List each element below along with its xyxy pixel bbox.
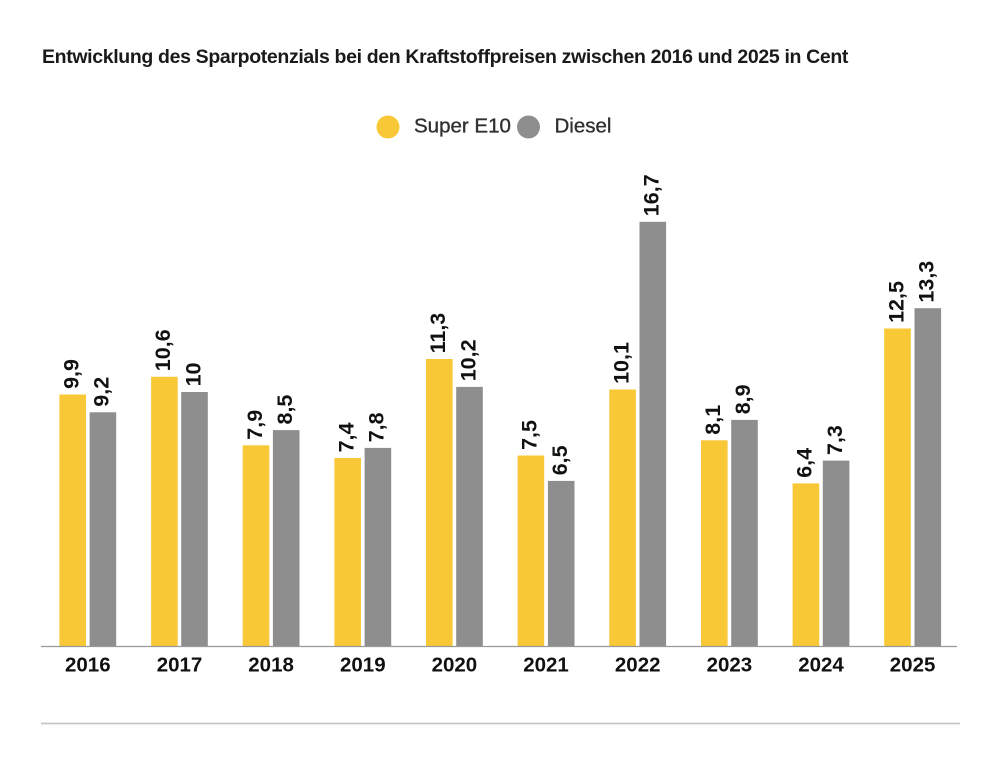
svg-text:2017: 2017 — [157, 654, 203, 677]
svg-text:7,8: 7,8 — [365, 412, 389, 442]
svg-text:10,1: 10,1 — [609, 342, 633, 384]
svg-text:9,2: 9,2 — [90, 377, 114, 407]
svg-text:2019: 2019 — [340, 654, 386, 677]
svg-text:8,5: 8,5 — [273, 395, 297, 425]
svg-text:2022: 2022 — [615, 654, 661, 677]
svg-text:7,5: 7,5 — [518, 420, 542, 450]
svg-text:8,1: 8,1 — [701, 405, 725, 435]
svg-text:10,6: 10,6 — [151, 329, 175, 371]
svg-text:16,7: 16,7 — [640, 174, 664, 216]
svg-text:2021: 2021 — [523, 654, 569, 677]
svg-text:7,3: 7,3 — [823, 425, 847, 455]
svg-text:13,3: 13,3 — [915, 261, 939, 303]
svg-text:7,4: 7,4 — [335, 422, 359, 452]
svg-text:9,9: 9,9 — [60, 359, 84, 389]
svg-text:Entwicklung des Sparpotenzials: Entwicklung des Sparpotenzials bei den K… — [42, 46, 849, 68]
svg-text:2020: 2020 — [432, 654, 478, 677]
svg-text:6,5: 6,5 — [548, 445, 572, 475]
svg-text:Super E10: Super E10 — [414, 115, 511, 138]
svg-text:2023: 2023 — [707, 654, 753, 677]
svg-text:8,9: 8,9 — [731, 384, 755, 414]
svg-text:11,3: 11,3 — [426, 313, 450, 354]
svg-text:7,9: 7,9 — [243, 410, 267, 440]
svg-text:Diesel: Diesel — [555, 115, 612, 138]
svg-text:2018: 2018 — [248, 654, 294, 677]
svg-text:2025: 2025 — [890, 654, 936, 677]
svg-text:6,4: 6,4 — [793, 448, 817, 478]
svg-text:10,2: 10,2 — [456, 339, 480, 381]
svg-text:12,5: 12,5 — [884, 281, 908, 323]
svg-text:10: 10 — [181, 362, 205, 386]
svg-text:2016: 2016 — [65, 654, 111, 677]
svg-text:2024: 2024 — [798, 654, 844, 677]
